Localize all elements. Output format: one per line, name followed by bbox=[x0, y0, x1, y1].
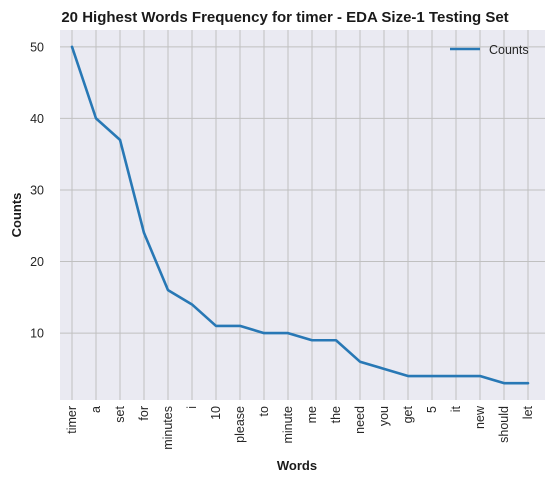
x-tick-label: new bbox=[473, 405, 487, 429]
y-tick-label: 40 bbox=[30, 112, 44, 126]
y-tick-label: 30 bbox=[30, 183, 44, 197]
x-tick-label: the bbox=[329, 406, 343, 423]
x-tick-label: need bbox=[353, 406, 367, 434]
x-tick-label: to bbox=[257, 406, 271, 416]
x-tick-label: i bbox=[185, 406, 199, 409]
x-tick-label: minute bbox=[281, 406, 295, 444]
x-tick-label: a bbox=[89, 406, 103, 413]
x-tick-label: minutes bbox=[161, 406, 175, 450]
y-tick-label: 20 bbox=[30, 255, 44, 269]
x-tick-label: let bbox=[521, 405, 535, 419]
x-tick-label: set bbox=[113, 405, 127, 422]
x-axis-label: Words bbox=[277, 458, 317, 473]
x-tick-label: should bbox=[497, 406, 511, 443]
chart-title: 20 Highest Words Frequency for timer - E… bbox=[61, 9, 508, 26]
x-tick-label: 10 bbox=[209, 406, 223, 420]
x-tick-label: it bbox=[449, 405, 463, 412]
y-tick-label: 50 bbox=[30, 40, 44, 54]
plot-area bbox=[60, 30, 545, 400]
x-tick-label: get bbox=[401, 405, 415, 423]
y-tick-label: 10 bbox=[30, 327, 44, 341]
y-axis-ticks: 10 20 30 40 50 bbox=[30, 40, 44, 340]
x-tick-label: me bbox=[305, 406, 319, 423]
legend-label-counts: Counts bbox=[489, 43, 529, 57]
x-tick-label: for bbox=[137, 406, 151, 421]
x-tick-label: you bbox=[377, 406, 391, 426]
x-tick-label: 5 bbox=[425, 406, 439, 413]
x-tick-label: please bbox=[233, 406, 247, 443]
x-tick-label: timer bbox=[65, 406, 79, 434]
y-axis-label: Counts bbox=[9, 193, 24, 238]
